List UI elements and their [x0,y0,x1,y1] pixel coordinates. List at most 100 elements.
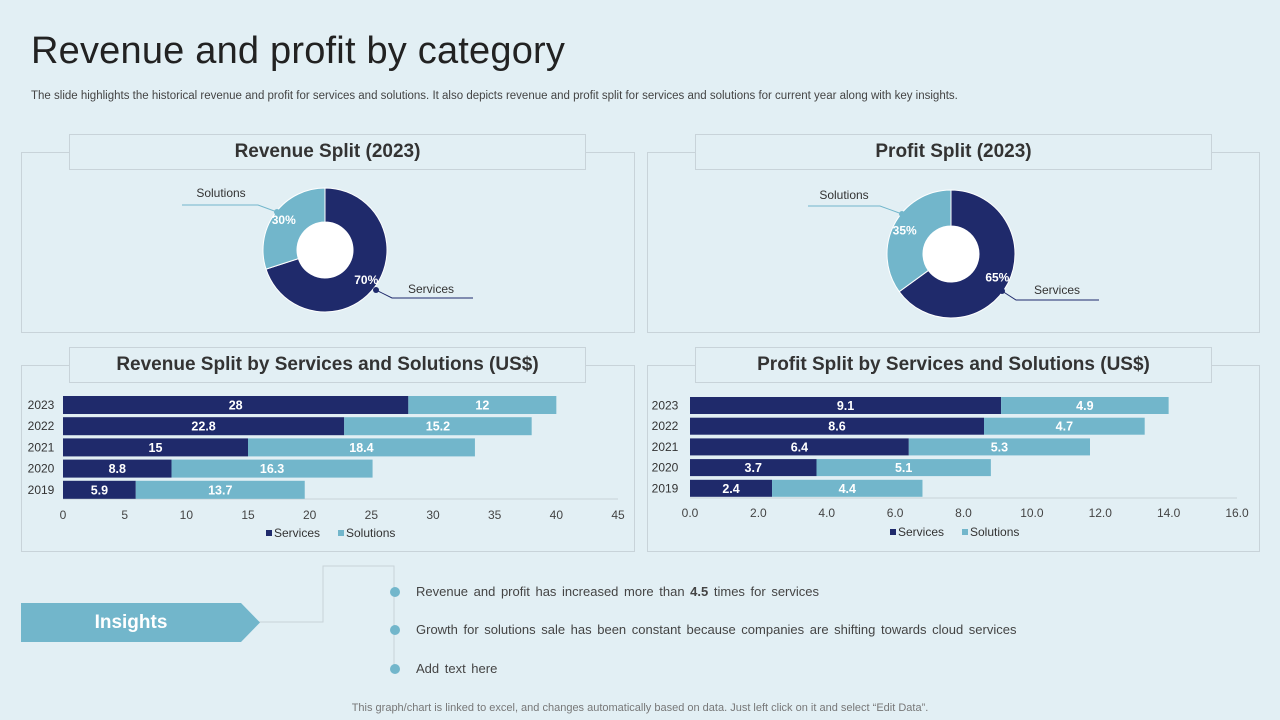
bar-services [690,397,1002,414]
leader-line [808,205,903,215]
revenue-bars-title: Revenue Split by Services and Solutions … [69,347,586,383]
bar-value-label: 16.3 [260,462,284,476]
revenue-split-donut[interactable]: 70% Services 30% Solutions [0,0,473,313]
bar-solutions [1001,397,1169,414]
category-label: 2023 [652,399,679,413]
bar-value-label: 4.9 [1076,399,1093,413]
profit-split-title: Profit Split (2023) [695,134,1212,170]
slice-value-label: 35% [893,223,917,237]
slice-value-label: 70% [354,273,378,287]
legend-swatch-solutions [338,530,344,536]
category-label: 2022 [652,419,679,433]
leader-dot [274,209,280,215]
insights-label: Insights [94,612,168,633]
insight-item-1: Revenue and profit has increased more th… [390,584,819,599]
slice-value-label: 30% [272,213,296,227]
bullet-dot [390,663,400,674]
donut-hole [923,226,979,282]
bar-value-label: 5.9 [91,483,108,497]
category-label: 2020 [28,462,55,476]
insights-tab-shape [21,603,260,642]
insights-connector [259,565,395,669]
bullet-dot [390,624,400,635]
profit-bars-panel [647,365,1260,552]
x-tick-label: 20 [303,508,317,522]
category-label: 2023 [28,398,55,412]
x-tick-label: 15 [241,508,255,522]
x-tick-label: 16.0 [1225,506,1249,520]
profit-split-donut[interactable]: 65% Services 35% Solutions [0,0,1099,319]
category-label: 2019 [652,481,679,495]
x-tick-label: 8.0 [955,506,972,520]
bar-value-label: 12 [475,399,489,413]
bar-value-label: 13.7 [208,483,232,497]
leader-dot [999,288,1005,294]
x-tick-label: 5 [121,508,128,522]
bullet-dot [390,586,400,597]
x-tick-label: 30 [426,508,440,522]
x-tick-label: 45 [611,508,625,522]
bar-services [63,459,172,478]
x-tick-label: 14.0 [1157,506,1181,520]
bar-services [690,479,773,497]
bar-value-label: 28 [229,399,243,413]
bar-solutions [171,459,373,478]
legend-label: Solutions [346,526,395,540]
category-label: 2021 [652,440,679,454]
legend-swatch-services [890,529,896,535]
slice-name-label: Solutions [196,186,245,200]
bar-solutions [772,479,923,497]
insight-item-3[interactable]: Add text here [390,661,497,676]
slice-name-label: Services [408,282,454,296]
bar-services [690,417,985,435]
category-label: 2021 [28,440,55,454]
bar-value-label: 5.3 [991,440,1008,454]
bar-services [690,438,909,456]
bar-solutions [135,480,305,499]
bar-value-label: 8.6 [828,420,845,434]
bar-value-label: 8.8 [109,462,126,476]
profit-bars-chart[interactable]: 0.0 2.0 4.0 6.0 8.0 10.0 12.0 14.0 16.0 2023 9.1 4.… [0,0,1249,539]
x-tick-label: 2.0 [750,506,767,520]
insight-item-2: Growth for solutions sale has been const… [390,622,1016,637]
legend-label: Services [898,525,944,539]
bar-value-label: 2.4 [722,482,739,496]
x-tick-label: 10.0 [1020,506,1044,520]
bar-value-label: 18.4 [349,441,373,455]
bar-value-label: 3.7 [745,461,762,475]
bar-value-label: 22.8 [191,420,215,434]
x-tick-label: 40 [550,508,564,522]
bar-value-label: 15.2 [426,420,450,434]
bar-solutions [908,438,1090,456]
bar-solutions [408,396,557,414]
revenue-bars-chart[interactable]: 0 5 10 15 20 25 30 35 40 45 2023 28 12 2022 22.8 15.2 20… [0,0,625,540]
bar-services [63,480,136,499]
bar-solutions [816,459,991,477]
legend-swatch-solutions [962,529,968,535]
leader-dot [899,211,905,217]
bar-value-label: 15 [149,441,163,455]
x-tick-label: 35 [488,508,502,522]
page-subtitle: The slide highlights the historical reve… [31,90,958,102]
bar-value-label: 4.7 [1056,420,1073,434]
bar-value-label: 4.4 [839,482,856,496]
x-tick-label: 25 [365,508,379,522]
x-tick-label: 12.0 [1089,506,1113,520]
leader-line [1001,290,1099,301]
x-tick-label: 0.0 [682,506,699,520]
footer-note: This graph/chart is linked to excel, and… [351,702,929,714]
legend-label: Solutions [970,525,1019,539]
revenue-split-title: Revenue Split (2023) [69,134,586,170]
slice-name-label: Solutions [819,188,868,202]
category-label: 2022 [28,419,55,433]
donut-slice-services [898,189,1016,319]
bar-value-label: 6.4 [791,440,808,454]
category-label: 2020 [652,461,679,475]
bar-solutions [984,417,1145,435]
legend-label: Services [274,526,320,540]
bar-value-label: 9.1 [837,399,854,413]
bar-services [63,396,409,414]
donut-hole [297,222,353,278]
profit-bars-title: Profit Split by Services and Solutions (… [695,347,1212,383]
x-tick-label: 6.0 [887,506,904,520]
